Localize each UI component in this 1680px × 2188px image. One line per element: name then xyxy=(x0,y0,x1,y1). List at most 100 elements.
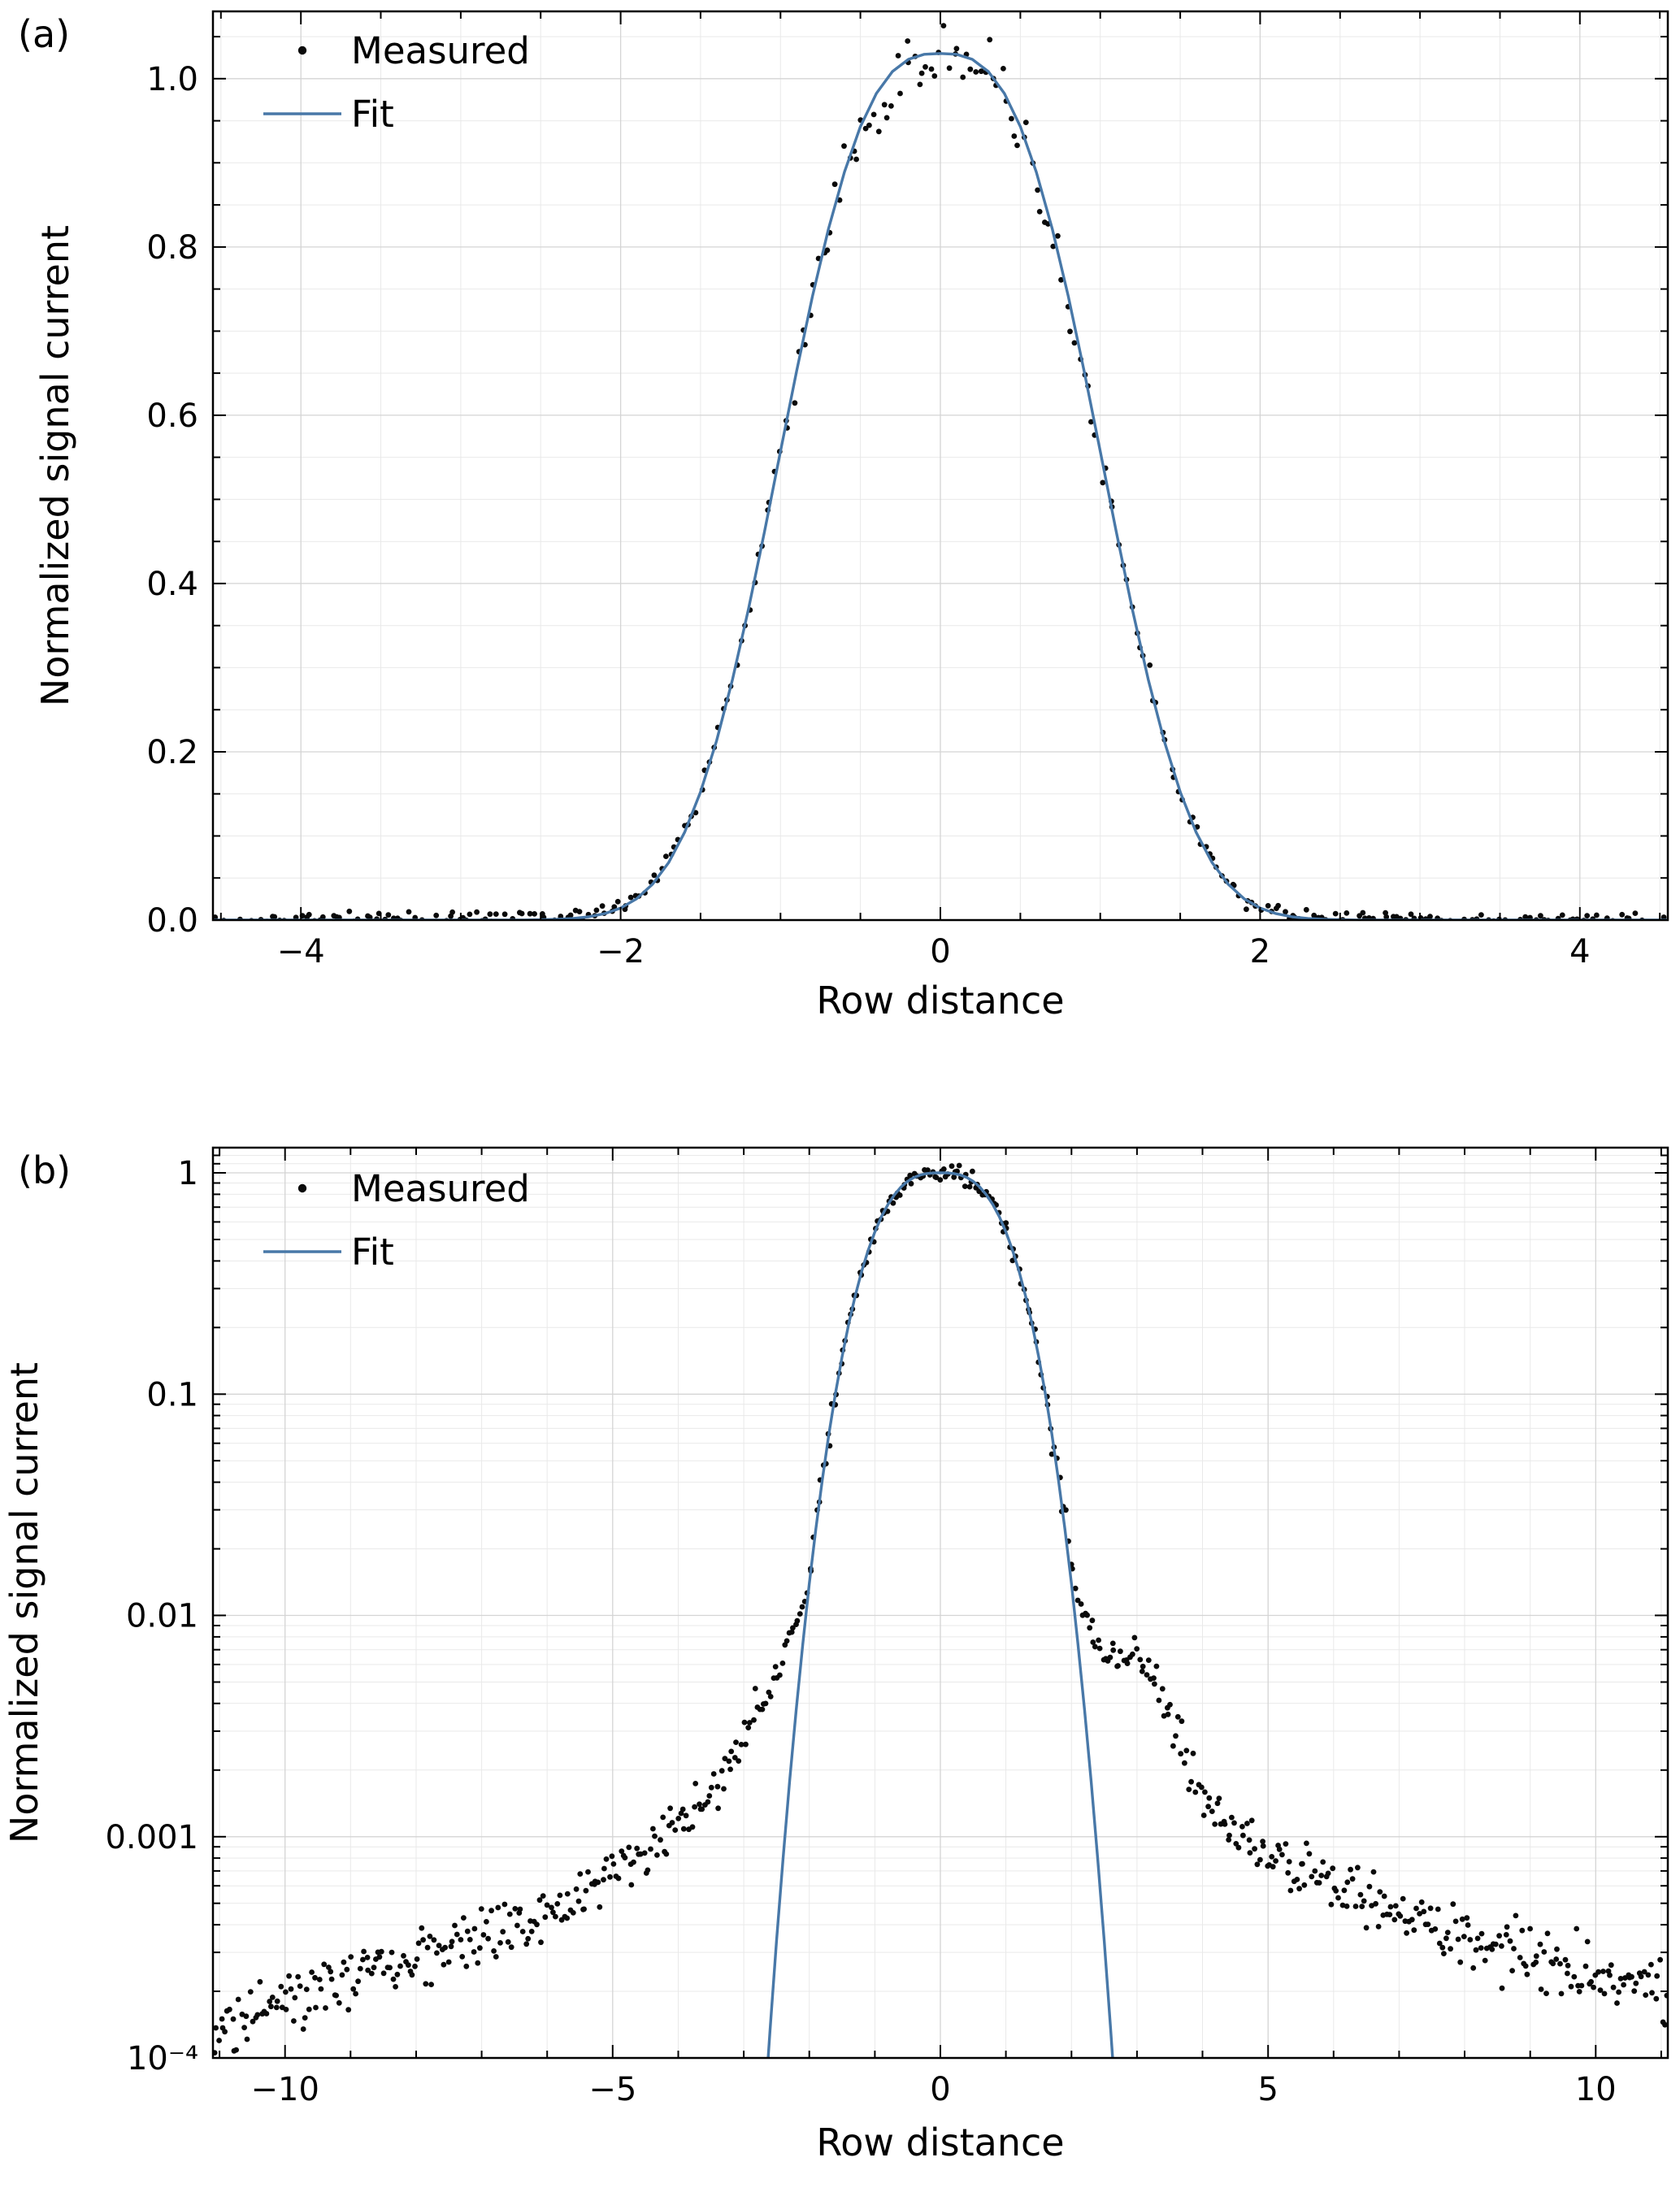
data-point xyxy=(1619,911,1626,918)
data-point xyxy=(254,2012,261,2018)
data-point xyxy=(419,1925,425,1931)
data-point xyxy=(1597,1987,1604,1994)
data-point xyxy=(1558,1990,1565,1997)
data-point xyxy=(376,1954,383,1960)
data-point xyxy=(1022,119,1029,126)
data-point xyxy=(1231,1820,1237,1826)
data-point xyxy=(1318,1873,1325,1878)
data-point xyxy=(1260,1843,1266,1849)
data-point xyxy=(1578,1982,1585,1989)
data-point xyxy=(364,1955,371,1960)
data-point xyxy=(348,1954,354,1960)
data-point xyxy=(487,911,493,918)
data-point xyxy=(1361,1898,1367,1904)
data-point xyxy=(1383,914,1390,920)
data-point xyxy=(728,1748,735,1755)
data-point xyxy=(922,63,928,70)
data-point xyxy=(1115,1663,1121,1669)
data-point xyxy=(393,1984,398,1990)
data-point xyxy=(933,1174,940,1180)
data-point xyxy=(1283,909,1288,915)
data-point xyxy=(540,1893,546,1899)
data-point xyxy=(669,1820,675,1826)
data-point xyxy=(937,1177,944,1183)
data-point xyxy=(1306,1851,1313,1857)
data-point xyxy=(517,1906,523,1912)
data-point xyxy=(497,1940,503,1946)
data-point xyxy=(1544,1930,1551,1937)
data-point xyxy=(222,2029,228,2035)
data-point xyxy=(779,1661,786,1666)
data-point xyxy=(1492,1941,1499,1947)
data-point xyxy=(387,1964,393,1971)
data-point xyxy=(1503,1932,1509,1938)
data-point xyxy=(564,1915,571,1921)
data-point xyxy=(244,2036,250,2043)
data-point xyxy=(1496,1933,1502,1939)
data-point xyxy=(268,2003,274,2010)
data-point xyxy=(385,912,392,918)
data-point xyxy=(652,1833,658,1839)
data-point xyxy=(1509,1968,1515,1974)
data-point xyxy=(583,1887,589,1894)
data-point xyxy=(1543,1990,1549,1997)
data-point xyxy=(731,1755,738,1760)
data-point xyxy=(333,1992,339,1999)
data-point xyxy=(1165,1711,1171,1717)
data-point xyxy=(1554,1946,1560,1952)
data-point xyxy=(323,2005,328,2011)
data-point xyxy=(1332,910,1339,917)
data-point xyxy=(960,74,966,80)
y-tick-label: 0.4 xyxy=(146,566,198,603)
data-point xyxy=(956,1162,962,1169)
data-point xyxy=(895,53,901,59)
data-point xyxy=(480,1932,487,1938)
data-point xyxy=(321,1961,328,1968)
data-point xyxy=(1511,1946,1517,1951)
data-point xyxy=(1063,1507,1069,1513)
data-point xyxy=(1391,1917,1398,1923)
data-point xyxy=(554,1901,561,1907)
data-point xyxy=(1408,911,1414,918)
data-point xyxy=(1312,1868,1318,1874)
data-point xyxy=(1418,1899,1425,1905)
data-point xyxy=(1200,1812,1207,1818)
data-point xyxy=(527,910,533,917)
data-point xyxy=(1450,1901,1456,1908)
data-point xyxy=(1333,1888,1339,1894)
data-point xyxy=(250,2018,256,2025)
data-point xyxy=(1183,1747,1190,1754)
data-point xyxy=(312,1974,318,1981)
data-point xyxy=(1173,1733,1179,1739)
panel-a-ylabel: Normalized signal current xyxy=(33,225,77,706)
data-point xyxy=(506,1911,513,1917)
data-point xyxy=(478,1906,484,1912)
data-point xyxy=(603,1856,610,1862)
data-point xyxy=(1474,1935,1481,1942)
data-point xyxy=(1140,1663,1146,1669)
data-point xyxy=(371,1964,377,1971)
data-point xyxy=(235,1996,241,2003)
data-point xyxy=(908,1180,914,1187)
data-point xyxy=(1553,1956,1560,1962)
data-point xyxy=(890,1200,896,1206)
data-point xyxy=(672,1827,679,1834)
data-point xyxy=(213,2025,219,2031)
data-point xyxy=(336,1999,342,2006)
data-point xyxy=(434,1950,440,1956)
data-point xyxy=(1239,1824,1245,1830)
data-point xyxy=(1035,187,1040,193)
data-point xyxy=(361,1948,367,1955)
data-point xyxy=(1222,1821,1228,1827)
data-point xyxy=(1067,328,1073,335)
data-point xyxy=(1214,1800,1221,1807)
data-point xyxy=(609,1853,615,1860)
data-point xyxy=(766,1689,772,1695)
data-point xyxy=(519,1929,526,1934)
data-point xyxy=(1330,1865,1336,1872)
data-point xyxy=(1617,1976,1624,1982)
y-tick-label: 0.8 xyxy=(146,229,198,267)
data-point xyxy=(452,1922,458,1929)
data-point xyxy=(1504,1924,1510,1930)
data-point xyxy=(601,1877,606,1883)
